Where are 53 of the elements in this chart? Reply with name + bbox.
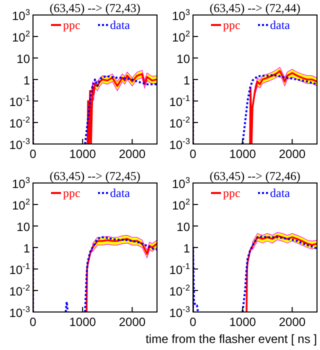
- x-tick-label: 1000: [229, 147, 256, 161]
- y-tick-label: 10: [16, 220, 30, 234]
- legend-label: data: [110, 186, 131, 200]
- x-tick-label: 0: [30, 147, 37, 161]
- y-tick-label: 1: [23, 242, 30, 256]
- y-tick-label: 10$^{2}$: [172, 196, 190, 212]
- y-tick-label: 10$^{-3}$: [169, 304, 190, 320]
- x-tick-label: 1000: [69, 315, 96, 329]
- x-tick-label: 1000: [229, 315, 256, 329]
- chart-title: (63,45) --> (72,44): [210, 1, 300, 15]
- chart-title: (63,45) --> (72,43): [50, 1, 140, 15]
- y-tick-label: 1: [183, 242, 190, 256]
- y-tick-label: 10$^{-3}$: [9, 304, 30, 320]
- legend-label: data: [110, 18, 131, 32]
- y-tick-label: 10$^{3}$: [172, 175, 190, 191]
- chart-title: (63,45) --> (72,46): [210, 169, 300, 183]
- y-tick-label: 10: [176, 52, 190, 66]
- y-tick-label: 10$^{2}$: [12, 196, 30, 212]
- legend-label: ppc: [223, 18, 240, 32]
- x-tick-label: 2000: [118, 315, 146, 329]
- x-tick-label: 0: [30, 315, 37, 329]
- x-tick-label: 0: [190, 315, 197, 329]
- y-tick-label: 10: [176, 220, 190, 234]
- x-axis-title: time from the flasher event [ ns ]: [146, 332, 317, 346]
- y-tick-label: 10$^{2}$: [12, 28, 30, 44]
- y-tick-label: 10$^{-2}$: [9, 282, 30, 298]
- y-tick-label: 10$^{-1}$: [9, 93, 30, 109]
- y-tick-label: 10$^{3}$: [12, 175, 30, 191]
- y-tick-label: 10$^{-3}$: [9, 136, 30, 152]
- x-tick-label: 2000: [278, 315, 306, 329]
- legend-label: ppc: [63, 186, 80, 200]
- y-tick-label: 10$^{-3}$: [169, 136, 190, 152]
- legend-label: ppc: [223, 186, 240, 200]
- y-tick-label: 10$^{-1}$: [169, 93, 190, 109]
- y-tick-label: 10$^{-1}$: [9, 261, 30, 277]
- y-tick-label: 10$^{-1}$: [169, 261, 190, 277]
- y-tick-label: 10$^{-2}$: [9, 114, 30, 130]
- y-tick-label: 10$^{-2}$: [169, 114, 190, 130]
- x-tick-label: 2000: [278, 147, 306, 161]
- legend-label: data: [270, 18, 291, 32]
- y-tick-label: 10$^{3}$: [172, 7, 190, 23]
- chart-title: (63,45) --> (72,45): [50, 169, 140, 183]
- y-tick-label: 1: [183, 74, 190, 88]
- y-tick-label: 10: [16, 52, 30, 66]
- y-tick-label: 10$^{-2}$: [169, 282, 190, 298]
- x-tick-label: 1000: [69, 147, 96, 161]
- y-tick-label: 1: [23, 74, 30, 88]
- x-tick-label: 0: [190, 147, 197, 161]
- y-tick-label: 10$^{3}$: [12, 7, 30, 23]
- legend-label: data: [270, 186, 291, 200]
- x-tick-label: 2000: [118, 147, 146, 161]
- y-tick-label: 10$^{2}$: [172, 28, 190, 44]
- legend-label: ppc: [63, 18, 80, 32]
